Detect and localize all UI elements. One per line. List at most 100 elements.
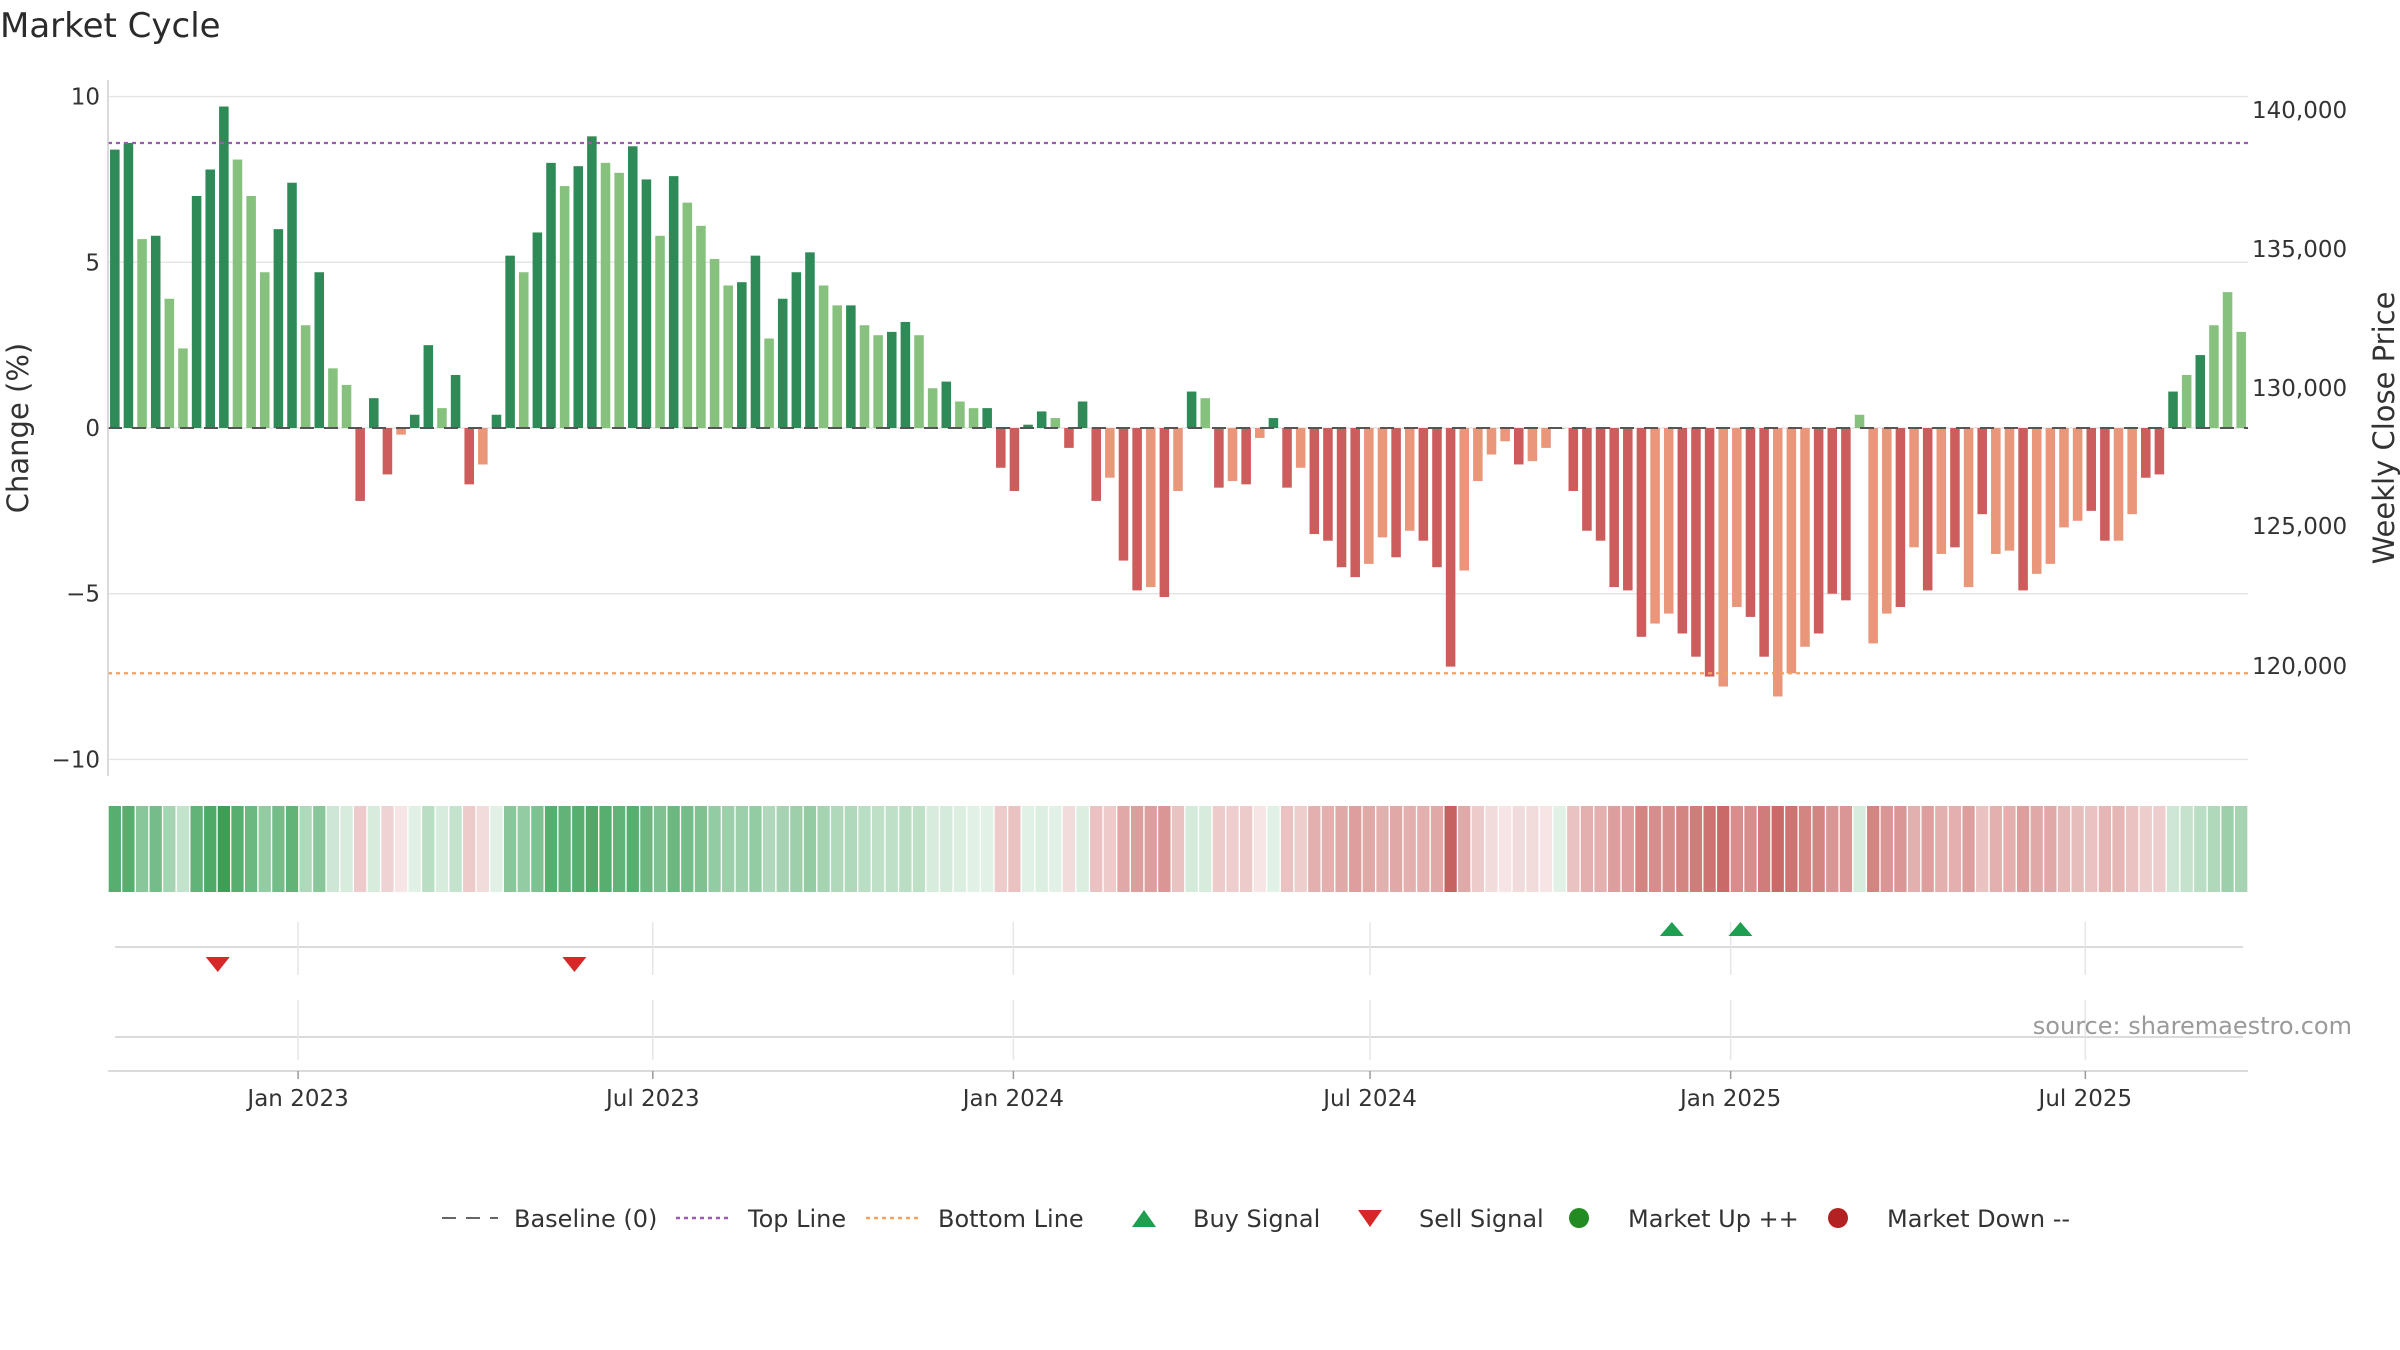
heatmap-cell	[313, 806, 326, 892]
heatmap-cell	[613, 806, 626, 892]
heatmap-cell	[708, 806, 721, 892]
heatmap-cell	[1267, 806, 1280, 892]
heatmap-cell	[2044, 806, 2057, 892]
change-bar	[2181, 374, 2192, 428]
heatmap-cell	[899, 806, 912, 892]
legend-item: Market Up ++	[1569, 1205, 1799, 1233]
heatmap-cell	[408, 806, 421, 892]
buy-signal-marker	[1659, 922, 1684, 936]
change-bar	[1036, 411, 1047, 428]
heatmap-cell	[735, 806, 748, 892]
heatmap-cell	[994, 806, 1007, 892]
heatmap-cell	[1444, 806, 1457, 892]
heatmap-cell	[1594, 806, 1607, 892]
change-bar	[573, 166, 584, 428]
heatmap-cell	[517, 806, 530, 892]
reference-lines	[108, 141, 2248, 675]
change-bar	[941, 381, 952, 428]
change-bar	[2018, 428, 2028, 591]
source-label: source: sharemaestro.com	[2033, 1012, 2352, 1040]
heatmap-cell	[231, 806, 244, 892]
y-left-tick-label: 10	[71, 85, 100, 111]
heatmap-cell	[476, 806, 489, 892]
heatmap-cell	[394, 806, 408, 892]
change-bar	[1227, 428, 1238, 482]
heatmap-cell	[694, 806, 708, 892]
heatmap-cell	[2194, 806, 2207, 892]
heatmap-cell	[2180, 806, 2193, 892]
heatmap-cell	[1976, 806, 1989, 892]
heatmap-cell	[1294, 806, 1307, 892]
heatmap-cell	[2003, 806, 2016, 892]
change-bar	[1214, 428, 1224, 488]
change-bar	[859, 325, 870, 428]
heatmap-cell	[1103, 806, 1116, 892]
change-bar	[1186, 391, 1197, 428]
heatmap-cell	[667, 806, 680, 892]
heatmap-cell	[1826, 806, 1839, 892]
change-bar	[1445, 428, 1456, 667]
y-left-tick-label: −5	[66, 582, 100, 608]
x-axis: Jan 2023 Jul 2023 Jan 2024 Jul 2024 Jan 2025…	[108, 1070, 2248, 1112]
heatmap-cell	[749, 806, 762, 892]
heatmap-cell	[1253, 806, 1266, 892]
change-bar	[110, 149, 120, 428]
legend-item: Bottom Line	[866, 1205, 1084, 1233]
change-bar	[982, 408, 992, 428]
change-bar	[1105, 428, 1115, 478]
change-bar	[846, 305, 856, 428]
heatmap-cell	[722, 806, 735, 892]
legend-label: Market Down --	[1887, 1205, 2070, 1233]
change-bar	[1377, 428, 1388, 538]
heatmap-cell	[1035, 806, 1048, 892]
y-left-tick-label: 5	[85, 250, 100, 276]
change-bar	[1663, 428, 1674, 614]
change-bar	[2127, 428, 2137, 515]
heatmap-cell	[1417, 806, 1430, 892]
y-right-tick-label: 130,000	[2252, 376, 2347, 402]
change-bar	[2045, 428, 2056, 564]
heatmap-cell	[1226, 806, 1239, 892]
heatmap-cell	[858, 806, 871, 892]
heatmap-cell	[1580, 806, 1594, 892]
change-bar	[668, 176, 679, 428]
change-bar	[1541, 428, 1551, 448]
heatmap-cell	[599, 806, 612, 892]
change-bar	[287, 182, 297, 428]
change-bar	[1922, 428, 1933, 591]
change-bar	[137, 239, 147, 428]
heatmap-cell	[503, 806, 517, 892]
change-bar	[491, 414, 502, 428]
change-bar	[1772, 428, 1783, 697]
legend-item: Buy Signal	[1132, 1205, 1320, 1233]
change-bar	[1009, 428, 1020, 491]
heatmap-cell	[1430, 806, 1444, 892]
change-bar	[164, 298, 175, 428]
change-bar	[2222, 292, 2233, 428]
heatmap-cell	[1648, 806, 1662, 892]
change-bar	[1118, 428, 1129, 561]
heatmap-cell	[1894, 806, 1907, 892]
change-bar	[1677, 428, 1688, 634]
change-bar	[532, 232, 543, 428]
heatmap-cell	[176, 806, 190, 892]
heatmap-cell	[2153, 806, 2166, 892]
change-bar	[178, 348, 188, 428]
heatmap-cell	[340, 806, 353, 892]
change-bar	[1023, 424, 1033, 428]
change-bar	[1623, 428, 1633, 591]
heatmap-cell	[1553, 806, 1566, 892]
heatmap-cell	[885, 806, 898, 892]
heatmap-cell	[217, 806, 230, 892]
change-bar	[1459, 428, 1470, 571]
legend-item: Sell Signal	[1358, 1205, 1544, 1233]
change-bar	[478, 428, 488, 465]
change-bar	[709, 258, 720, 428]
change-bar	[614, 172, 624, 428]
change-bar	[2100, 428, 2110, 541]
heatmap-cell	[1171, 806, 1185, 892]
heatmap-cell	[912, 806, 926, 892]
change-bar	[1936, 428, 1947, 554]
x-tick-label: Jan 2024	[961, 1086, 1064, 1112]
heatmap-cell	[1240, 806, 1253, 892]
